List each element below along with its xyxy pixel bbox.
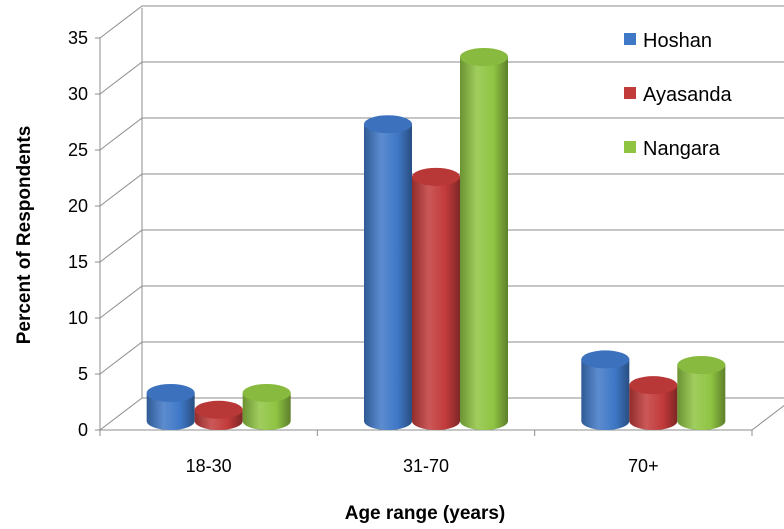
bar-nangara-31-70 (460, 48, 508, 430)
bar-body (412, 176, 460, 430)
bar-body (242, 393, 291, 430)
y-tick-label: 15 (68, 252, 88, 272)
legend-swatch (624, 141, 636, 153)
y-tick-label: 5 (78, 364, 88, 384)
y-tick-label: 10 (68, 308, 88, 328)
x-tick-label: 18-30 (186, 456, 232, 476)
bars (146, 48, 726, 430)
y-axis-title: Percent of Respondents (14, 126, 35, 345)
bar-top (460, 48, 508, 66)
bar-hoshan-70+ (581, 350, 630, 430)
bar-ayasanda-31-70 (412, 167, 460, 430)
y-tick-label: 35 (68, 28, 88, 48)
bar-hoshan-31-70 (364, 115, 412, 430)
gridline (99, 229, 784, 263)
legend-label: Ayasanda (643, 84, 732, 106)
bar-top (194, 400, 243, 419)
x-axis: 18-30 31-70 70+ (99, 430, 753, 476)
gridline (99, 173, 784, 207)
x-axis-title: Age range (years) (345, 503, 506, 524)
y-tick-label: 30 (68, 84, 88, 104)
bar-nangara-18-30 (242, 384, 291, 430)
gridline (99, 341, 784, 375)
gridline (99, 5, 784, 39)
bar-top (677, 356, 726, 374)
gridline (99, 117, 784, 151)
legend-swatch (624, 33, 636, 45)
bar-body (677, 365, 726, 430)
bar-body (364, 124, 412, 430)
gridlines (99, 5, 784, 375)
x-tick-label: 70+ (628, 456, 659, 476)
bar-nangara-70+ (677, 356, 726, 430)
bar-body (460, 57, 508, 430)
bar-hoshan-18-30 (146, 384, 195, 430)
x-tick-label: 31-70 (403, 456, 449, 476)
gridline (99, 285, 784, 319)
bar-body (581, 359, 630, 430)
y-tick-label: 20 (68, 196, 88, 216)
y-tick-label: 25 (68, 140, 88, 160)
bar-body (146, 393, 195, 430)
legend-swatch (624, 87, 636, 99)
bar-top (242, 384, 291, 402)
legend-label: Nangara (643, 138, 721, 160)
y-tick-label: 0 (78, 420, 88, 440)
bar-top (581, 350, 630, 369)
bar-body (629, 385, 678, 430)
legend-item-ayasanda: Ayasanda (624, 84, 732, 106)
legend: Hoshan Ayasanda Nangara (624, 30, 732, 160)
bar-ayasanda-18-30 (194, 400, 243, 430)
bar-top (364, 115, 412, 134)
bar-top (629, 376, 678, 395)
bar-top (146, 384, 195, 402)
y-axis: 0 5 10 15 20 25 30 35 (68, 28, 101, 440)
legend-item-hoshan: Hoshan (624, 30, 712, 52)
bar-top (412, 167, 460, 186)
bar-ayasanda-70+ (629, 376, 678, 430)
legend-item-nangara: Nangara (624, 138, 721, 160)
gridline (99, 61, 784, 95)
legend-label: Hoshan (643, 30, 712, 52)
